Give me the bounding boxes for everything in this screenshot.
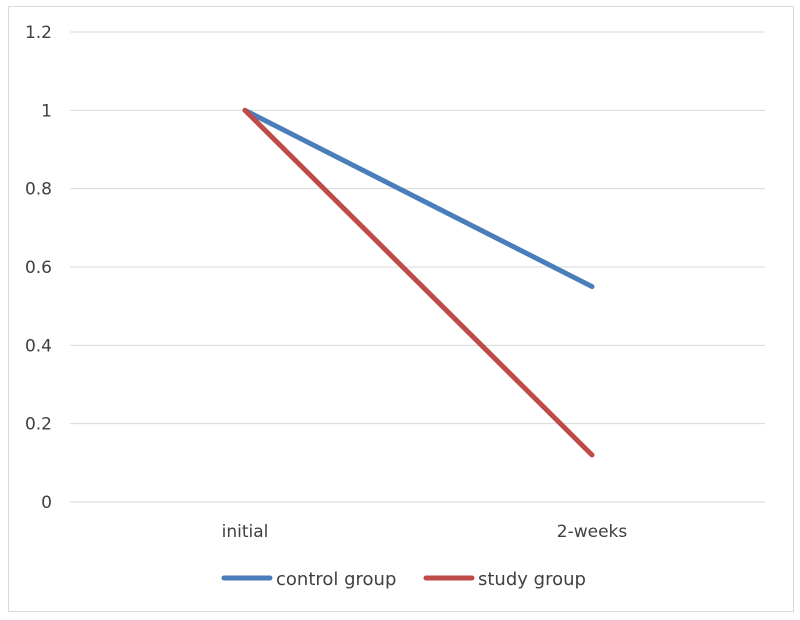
y-tick-label: 0 (41, 493, 52, 513)
gridlines (70, 31, 765, 503)
series-line-control-group (242, 107, 595, 290)
series-lines (242, 107, 595, 458)
y-tick-label: 0.6 (25, 258, 52, 278)
legend: control group study group (221, 569, 586, 590)
chart-border (8, 6, 794, 612)
series-line-study-group (242, 107, 595, 458)
x-tick-label: initial (222, 522, 269, 542)
y-tick-label: 1 (41, 101, 52, 121)
y-tick-label: 0.2 (25, 415, 52, 435)
y-tick-label: 0.4 (25, 336, 52, 356)
legend-label: study group (478, 569, 586, 590)
y-tick-label: 0.8 (25, 180, 52, 200)
x-tick-label: 2-weeks (557, 522, 628, 542)
legend-label: control group (276, 569, 396, 590)
y-axis-tick-labels: 0 0.2 0.4 0.6 0.8 1 1.2 (25, 23, 52, 513)
y-tick-label: 1.2 (25, 23, 52, 43)
x-axis-tick-labels: initial 2-weeks (222, 522, 628, 542)
